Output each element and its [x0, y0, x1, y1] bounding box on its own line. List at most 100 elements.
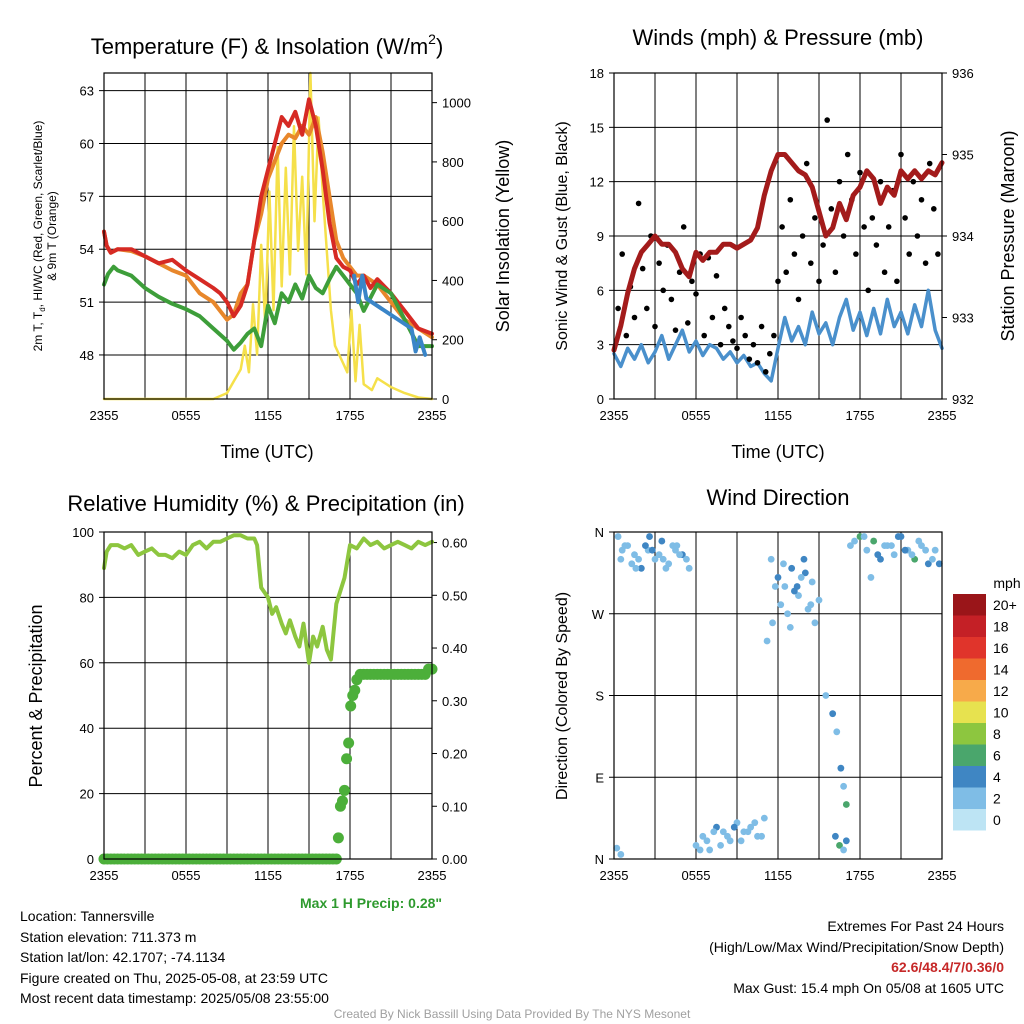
direction-point	[894, 533, 902, 540]
humidity-panel: Relative Humidity (%) & Precipitation (i…	[26, 491, 467, 883]
precip-point	[345, 700, 357, 712]
legend-label: 20+	[993, 597, 1017, 613]
y-tick-label: S	[595, 689, 604, 704]
y-tick-label: 100	[72, 525, 94, 540]
legend-swatch	[953, 787, 986, 809]
winds-title: Winds (mph) & Pressure (mb)	[633, 25, 924, 50]
y-tick-label: 60	[80, 136, 94, 151]
right-y-tick-label: 935	[952, 148, 974, 163]
created-text: Figure created on Thu, 2025-05-08, at 23…	[20, 969, 328, 986]
right-y-tick-label: 1000	[442, 96, 471, 111]
direction-point	[771, 583, 779, 590]
temperature-left-ylabel-line2: & 9m T (Orange)	[45, 191, 59, 281]
gust-point	[869, 215, 876, 221]
direction-point	[614, 533, 622, 540]
max-gust-text: Max Gust: 15.4 mph On 05/08 at 1605 UTC	[733, 979, 1004, 996]
gust-point	[652, 323, 658, 330]
gust-point	[894, 278, 900, 285]
gust-point	[840, 233, 847, 239]
pressure-line	[611, 152, 945, 353]
y-tick-label: 51	[80, 295, 94, 310]
gust-point	[902, 215, 908, 221]
gust-point	[931, 206, 937, 212]
winds-xlabel: Time (UTC)	[731, 442, 824, 462]
direction-point	[658, 537, 666, 545]
plot-border	[613, 531, 943, 860]
right-y-tick-label: 0.00	[442, 852, 467, 867]
recent-data-text: Most recent data timestamp: 2025/05/08 2…	[20, 990, 329, 1006]
gust-point	[672, 327, 679, 333]
humidity-left-ylabel: Percent & Precipitation	[26, 604, 46, 787]
direction-point	[717, 841, 724, 849]
direction-point	[832, 832, 839, 840]
y-tick-label: 60	[80, 656, 94, 671]
gust-point	[668, 296, 675, 303]
gust-point	[631, 314, 638, 321]
right-y-tick-label: 0.20	[442, 747, 467, 762]
direction-point	[863, 546, 871, 554]
direction-point	[800, 555, 808, 563]
extremes-subtitle: (High/Low/Max Wind/Precipitation/Snow De…	[709, 938, 1004, 955]
direction-point	[618, 546, 626, 554]
gust-point	[693, 291, 699, 297]
right-y-tick-label: 0.10	[442, 799, 467, 814]
x-tick-label: 2355	[418, 868, 447, 883]
direction-point	[793, 583, 801, 590]
y-tick-label: N	[595, 525, 604, 540]
direction-point	[744, 828, 752, 836]
direction-point	[837, 764, 845, 772]
legend-label: 18	[993, 619, 1009, 635]
right-y-tick-label: 0.30	[442, 694, 467, 709]
direction-point	[637, 564, 645, 572]
gust-point	[791, 251, 798, 257]
winds-panel: Winds (mph) & Pressure (mb) 0 3 6 9 12 15 18 23…	[554, 25, 1018, 462]
gust-point	[926, 160, 933, 167]
y-tick-label: 63	[80, 84, 94, 99]
legend-swatch	[953, 701, 986, 723]
gust-point	[660, 287, 666, 294]
x-tick-label: 2355	[928, 868, 957, 883]
x-tick-label: 0555	[172, 408, 201, 423]
direction-point	[774, 574, 782, 581]
y-tick-label: 0	[597, 392, 604, 407]
direction-point	[631, 551, 638, 559]
direction-point	[648, 546, 656, 554]
gust-point	[898, 151, 904, 158]
gust-point	[721, 305, 728, 312]
legend-label: 4	[993, 769, 1001, 785]
direction-point	[860, 533, 868, 540]
x-tick-label: 1755	[336, 868, 365, 883]
gust-point	[680, 224, 687, 230]
direction-point	[822, 692, 830, 699]
y-tick-label: 80	[80, 590, 94, 605]
legend-swatch	[953, 615, 986, 637]
precip-point	[349, 684, 361, 696]
direction-point	[642, 542, 649, 550]
precip-point	[336, 795, 348, 807]
gust-point	[914, 233, 921, 239]
direction-point	[867, 574, 875, 581]
station-info: Location: Tannersville Station elevation…	[20, 906, 329, 1009]
gust-point	[820, 242, 826, 248]
direction-point	[842, 801, 850, 808]
gust-point	[877, 178, 884, 185]
humidity-line	[102, 533, 434, 665]
latlon-text: Station lat/lon: 42.1707; -74.1134	[20, 949, 226, 965]
right-y-tick-label: 936	[952, 66, 974, 81]
x-tick-label: 1755	[846, 868, 875, 883]
gust-point	[857, 169, 863, 176]
gust-point	[746, 356, 753, 362]
gust-point	[816, 278, 822, 285]
gust-point	[935, 251, 941, 257]
x-tick-label: 1155	[254, 408, 282, 423]
direction-point	[870, 537, 878, 545]
direction-point	[811, 619, 819, 627]
direction-point	[617, 555, 625, 563]
direction-point	[788, 564, 796, 572]
direction-point	[699, 832, 707, 840]
direction-point	[635, 555, 642, 563]
y-tick-label: 54	[80, 242, 94, 257]
